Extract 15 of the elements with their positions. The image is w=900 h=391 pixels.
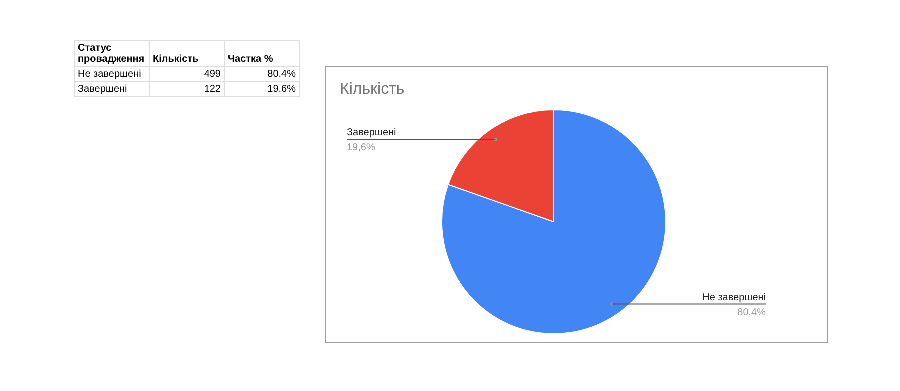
slice-label: Не завершені bbox=[702, 292, 766, 304]
chart-title: Кількість bbox=[340, 81, 405, 99]
text: 80.4% bbox=[224, 66, 300, 82]
data-label: 80,4% bbox=[738, 307, 766, 318]
category-label: Завершені bbox=[78, 84, 128, 95]
text: Кількість bbox=[150, 40, 224, 66]
pie-slice bbox=[442, 110, 666, 334]
category-label: Не завершені bbox=[78, 69, 142, 80]
text: 499 bbox=[150, 66, 224, 82]
text: Статус провадження bbox=[74, 40, 150, 66]
text: 122 bbox=[150, 82, 224, 96]
slice-label: Завершені bbox=[347, 128, 396, 139]
text: 19.6% bbox=[224, 82, 300, 96]
data-label: 19,6% bbox=[347, 142, 376, 154]
text: Частка % bbox=[224, 40, 300, 66]
